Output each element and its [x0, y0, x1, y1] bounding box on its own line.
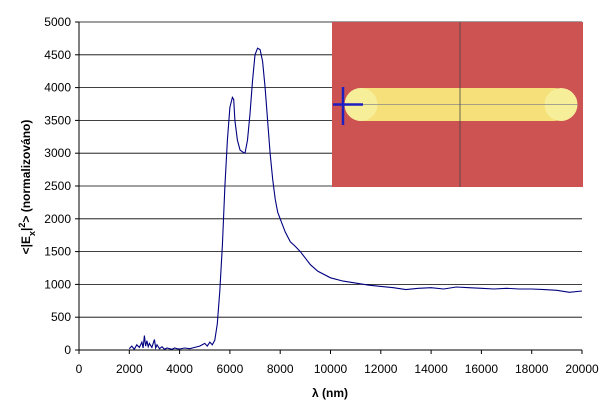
y-tick-label: 5000: [44, 15, 71, 29]
y-axis-title-suffix: > (normalizováno): [19, 120, 33, 223]
x-tick-label: 20000: [565, 362, 599, 376]
y-axis-title: <|Ex|2> (normalizováno): [17, 120, 37, 255]
y-tick-label: 0: [64, 343, 71, 357]
series-line: [128, 47, 583, 351]
y-axis-title-mid: |: [19, 228, 33, 231]
y-tick-label: 1000: [44, 277, 71, 291]
y-tick-label: 2000: [44, 212, 71, 226]
y-tick-label: 4000: [44, 81, 71, 95]
x-tick-label: 14000: [414, 362, 448, 376]
y-axis-title-sub: x: [27, 231, 37, 236]
nanorod-inset: [332, 22, 583, 187]
y-tick-label: 3000: [44, 146, 71, 160]
axes: [78, 22, 582, 351]
y-axis-title-prefix: <|E: [19, 236, 33, 254]
x-tick-label: 12000: [364, 362, 398, 376]
y-axis-ticks: 0 500 1000 1500 2000 2500 3000 3500 4000 4500 5000: [44, 15, 79, 357]
y-tick-label: 3500: [44, 113, 71, 127]
x-axis-ticks: 0 2000 4000 6000 8000 10000 12000 14000 16000 180…: [76, 350, 599, 376]
x-tick-label: 18000: [515, 362, 549, 376]
y-axis-title-sup: 2: [17, 223, 27, 228]
y-tick-label: 2500: [44, 179, 71, 193]
x-axis-title: λ (nm): [312, 386, 348, 400]
y-tick-label: 1500: [44, 245, 71, 259]
y-tick-label: 4500: [44, 48, 71, 62]
x-tick-label: 0: [76, 362, 83, 376]
y-tick-label: 500: [51, 310, 71, 324]
x-tick-label: 16000: [465, 362, 499, 376]
x-tick-label: 2000: [116, 362, 143, 376]
x-tick-label: 4000: [166, 362, 193, 376]
x-tick-label: 10000: [314, 362, 348, 376]
x-tick-label: 6000: [217, 362, 244, 376]
x-tick-label: 8000: [267, 362, 294, 376]
